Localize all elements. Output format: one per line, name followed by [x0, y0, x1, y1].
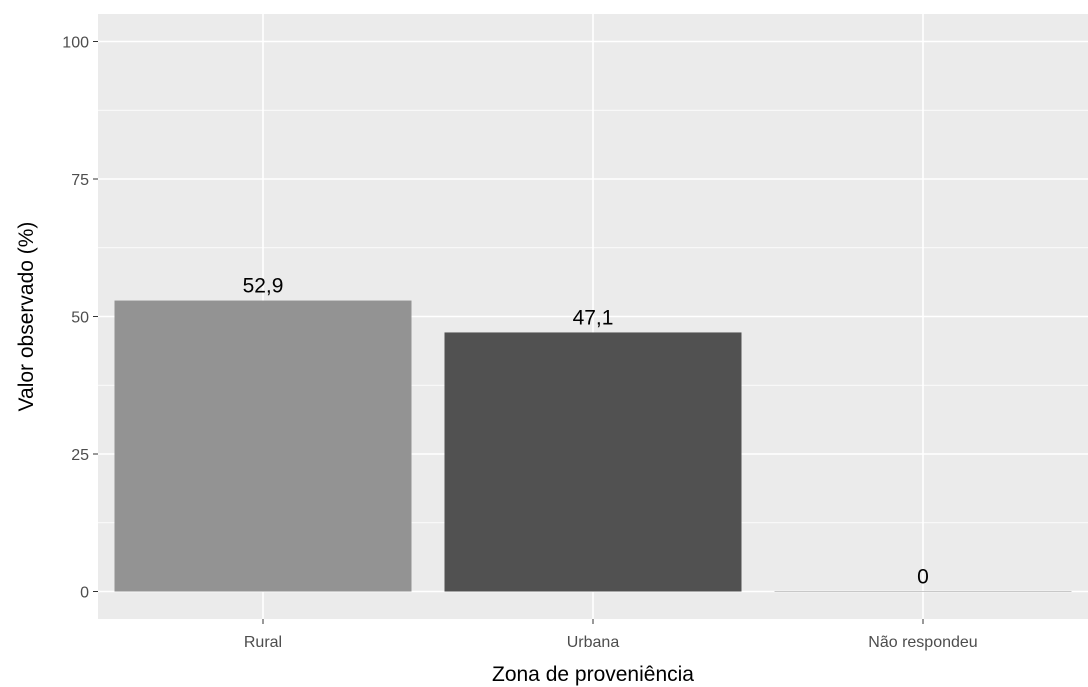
data-label: 0 — [917, 566, 929, 589]
x-tick-label: Rural — [244, 634, 282, 651]
x-axis-ticks: Rural Urbana Não respondeu — [244, 619, 978, 651]
data-labels: 52,9 47,1 0 — [243, 275, 929, 589]
bar — [444, 332, 742, 592]
y-tick-label: 50 — [71, 310, 89, 327]
data-label: 47,1 — [573, 306, 614, 329]
y-axis-title: Valor observado (%) — [15, 222, 38, 412]
y-axis-ticks: 0 25 50 75 100 — [62, 35, 98, 602]
x-tick-label: Não respondeu — [868, 634, 977, 651]
x-axis-title: Zona de proveniência — [492, 663, 694, 686]
x-tick-label: Urbana — [567, 634, 620, 651]
bar — [774, 591, 1072, 592]
y-tick-label: 100 — [62, 35, 89, 52]
y-tick-label: 0 — [80, 585, 89, 602]
data-label: 52,9 — [243, 275, 284, 298]
y-tick-label: 75 — [71, 172, 89, 189]
bars — [114, 300, 1072, 592]
bar — [114, 300, 412, 592]
y-tick-label: 25 — [71, 447, 89, 464]
